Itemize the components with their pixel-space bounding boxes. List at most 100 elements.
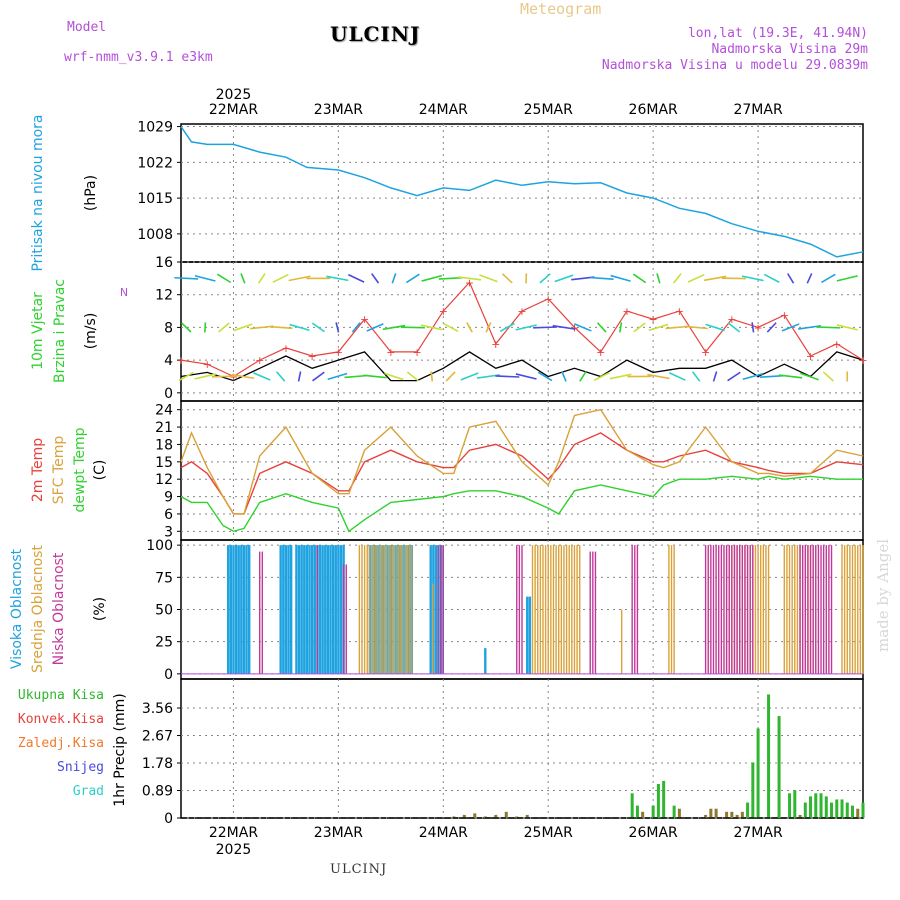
wind-arrow bbox=[406, 371, 419, 382]
wind-arrow bbox=[806, 273, 813, 284]
x-tick-bottom: 22MAR bbox=[209, 825, 258, 841]
precip-bar bbox=[483, 816, 487, 818]
precip-bar bbox=[725, 811, 729, 818]
wind-arrow bbox=[371, 273, 380, 284]
wind-arrow bbox=[231, 373, 255, 380]
wind-arrow bbox=[366, 323, 384, 332]
x-tick-top: 27MAR bbox=[733, 102, 782, 118]
wind-arrow bbox=[766, 322, 777, 333]
model-label: Model bbox=[67, 20, 107, 35]
wind-arrow bbox=[204, 322, 207, 333]
coords-label: lon,lat (19.3E, 41.94N) bbox=[687, 26, 868, 41]
precip-bar bbox=[861, 802, 865, 818]
precip-bar bbox=[515, 816, 519, 818]
wind-arrow bbox=[656, 273, 661, 284]
precip-bar bbox=[651, 805, 655, 818]
wind-arrow bbox=[668, 372, 686, 381]
temp-line-1 bbox=[180, 408, 864, 515]
wind-arrow bbox=[438, 276, 463, 280]
wind-arrow bbox=[539, 273, 551, 284]
wind-arrow bbox=[533, 326, 558, 329]
wind-arrow bbox=[420, 324, 443, 331]
wind-arrow bbox=[178, 371, 194, 382]
y-tick-label: 1015 bbox=[137, 191, 173, 207]
wind-arrow bbox=[610, 274, 631, 282]
precip-bar bbox=[630, 793, 634, 818]
wind-arrow bbox=[633, 322, 646, 333]
y-tick-label: 1008 bbox=[137, 227, 173, 243]
y-tick-label: 4 bbox=[164, 353, 173, 369]
precip-bar bbox=[735, 814, 739, 818]
precip-bar bbox=[845, 802, 849, 818]
wind-arrow bbox=[275, 371, 286, 382]
precip-bar bbox=[641, 811, 645, 818]
wind-arrow bbox=[781, 323, 800, 332]
wind-gust-marker: + bbox=[176, 354, 185, 367]
y-tick-label: 1.78 bbox=[142, 756, 173, 772]
wind-arrow bbox=[836, 324, 858, 331]
temp-unit: (C) bbox=[92, 460, 108, 481]
wind-gust-marker: + bbox=[596, 346, 605, 359]
wind-gust-marker: + bbox=[806, 350, 815, 363]
wind-arrow bbox=[268, 325, 293, 330]
precip-bar bbox=[840, 799, 844, 818]
wind-arrow bbox=[515, 324, 537, 331]
wind-arrow bbox=[800, 372, 819, 381]
x-tick-top: 22MAR bbox=[209, 102, 258, 118]
wind-arrow bbox=[691, 371, 701, 382]
precip-bar bbox=[835, 799, 839, 818]
wind-gust-marker: + bbox=[308, 350, 317, 363]
wind-arrow bbox=[552, 324, 576, 330]
y-tick-label: 25 bbox=[155, 635, 173, 651]
wind-arrow bbox=[501, 273, 513, 284]
wind-arrow bbox=[240, 273, 246, 284]
temp-label-2: SFC Temp bbox=[51, 436, 67, 505]
wind-arrow bbox=[194, 274, 216, 282]
wind-arrow bbox=[288, 275, 311, 282]
precip-bar bbox=[709, 808, 713, 818]
wind-arrow bbox=[445, 371, 456, 382]
temp-line-2 bbox=[180, 475, 863, 533]
pressure-unit: (hPa) bbox=[83, 175, 99, 211]
y-tick-label: 16 bbox=[155, 255, 173, 271]
wind-arrow bbox=[687, 273, 705, 283]
precip-bar bbox=[504, 811, 508, 818]
model-name: wrf-nmm_v3.9.1 e3km bbox=[64, 50, 213, 65]
precip-bar bbox=[494, 814, 498, 818]
precip-bar bbox=[452, 816, 456, 818]
precip-bar bbox=[672, 805, 676, 818]
wind-arrow bbox=[327, 372, 348, 381]
wind-arrow bbox=[515, 373, 537, 380]
wind-arrow bbox=[647, 373, 670, 380]
precip-bar bbox=[803, 802, 807, 818]
wind-arrow bbox=[289, 323, 310, 332]
y-tick-label: 12 bbox=[155, 288, 173, 304]
wind-gust-marker: + bbox=[701, 346, 710, 359]
wind-arrow bbox=[382, 324, 406, 331]
y-tick-label: 0.89 bbox=[142, 784, 173, 800]
precip-bar bbox=[798, 814, 802, 818]
wind-arrow bbox=[257, 273, 266, 284]
precip-bar bbox=[677, 808, 681, 818]
wind-gust-marker: + bbox=[203, 358, 212, 371]
wind-arrow bbox=[335, 322, 340, 333]
wind-arrow bbox=[421, 274, 443, 282]
precip-axis-label: 1hr Precip (mm) bbox=[112, 693, 128, 806]
wind-arrow bbox=[712, 371, 718, 382]
wind-arrow bbox=[727, 322, 741, 333]
wind-gust-marker: + bbox=[491, 338, 500, 351]
y-tick-label: 8 bbox=[164, 320, 173, 336]
wind-arrow bbox=[384, 372, 404, 381]
wind-gust-marker: + bbox=[649, 313, 658, 326]
model-altitude-label: Nadmorska Visina u modelu 29.0839m bbox=[601, 58, 868, 73]
wind-arrow bbox=[574, 323, 592, 332]
y-tick-label: 3.56 bbox=[142, 701, 173, 717]
x-tick-top: 24MAR bbox=[419, 102, 468, 118]
wind-gust-marker: + bbox=[675, 305, 684, 318]
x-tick-bottom: 25MAR bbox=[524, 825, 573, 841]
x-tick-bottom: 26MAR bbox=[629, 825, 678, 841]
wind-arrow bbox=[579, 371, 587, 382]
x-tick-top: 26MAR bbox=[629, 102, 678, 118]
y-tick-label: 15 bbox=[155, 455, 173, 471]
